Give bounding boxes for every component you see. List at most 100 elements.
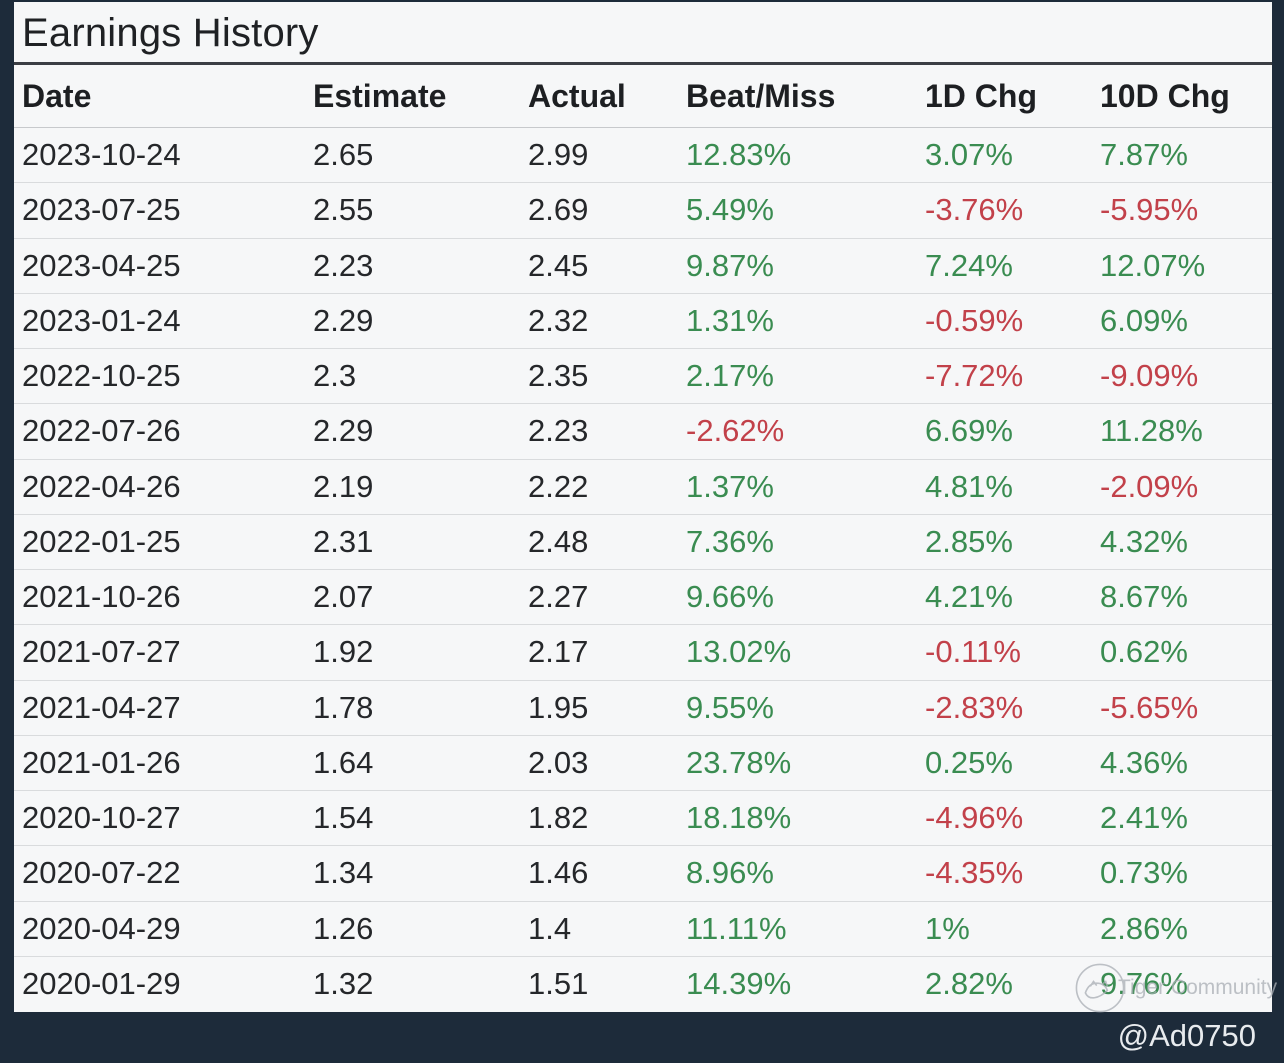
cell-date: 2023-10-24 xyxy=(22,137,181,173)
table-row: 2022-04-26 2.19 2.22 1.37% 4.81% -2.09% xyxy=(14,460,1272,515)
cell-1d-chg: -0.59% xyxy=(925,302,1024,338)
cell-estimate: 2.65 xyxy=(313,137,374,173)
cell-date: 2023-04-25 xyxy=(22,247,181,283)
table-row: 2023-10-24 2.65 2.99 12.83% 3.07% 7.87% xyxy=(14,128,1272,184)
cell-10d-chg: 11.28% xyxy=(1100,413,1203,449)
credit-handle: @Ad0750 xyxy=(1117,1018,1256,1053)
column-header-beat-miss: Beat/Miss xyxy=(686,77,836,114)
cell-beat-miss: 11.11% xyxy=(686,910,787,946)
cell-date: 2023-07-25 xyxy=(22,192,181,228)
cell-10d-chg: 8.67% xyxy=(1100,579,1188,615)
cell-beat-miss: 9.66% xyxy=(686,579,774,615)
cell-1d-chg: -0.11% xyxy=(925,634,1021,670)
table-header-row: Date Estimate Actual Beat/Miss 1D Chg 10… xyxy=(14,65,1272,128)
title-divider xyxy=(14,62,1272,65)
cell-actual: 2.17 xyxy=(528,634,589,670)
cell-actual: 2.22 xyxy=(528,468,589,504)
cell-10d-chg: 4.32% xyxy=(1100,523,1188,559)
cell-date: 2021-07-27 xyxy=(22,634,181,670)
cell-10d-chg: 0.73% xyxy=(1100,855,1188,891)
cell-1d-chg: 0.25% xyxy=(925,744,1013,780)
cell-estimate: 1.26 xyxy=(313,910,374,946)
table-row: 2022-01-25 2.31 2.48 7.36% 2.85% 4.32% xyxy=(14,515,1272,570)
cell-beat-miss: 9.87% xyxy=(686,247,774,283)
cell-estimate: 2.29 xyxy=(313,413,374,449)
cell-10d-chg: -5.65% xyxy=(1100,689,1199,725)
cell-date: 2023-01-24 xyxy=(22,302,181,338)
cell-estimate: 1.64 xyxy=(313,744,374,780)
cell-1d-chg: 7.24% xyxy=(925,247,1013,283)
cell-actual: 1.4 xyxy=(528,910,572,946)
cell-1d-chg: 2.82% xyxy=(925,966,1013,1002)
table-row: 2021-07-27 1.92 2.17 13.02% -0.11% 0.62% xyxy=(14,625,1272,681)
cell-beat-miss: 7.36% xyxy=(686,523,774,559)
cell-1d-chg: 4.21% xyxy=(925,579,1013,615)
cell-date: 2022-10-25 xyxy=(22,358,181,394)
cell-actual: 2.27 xyxy=(528,579,589,615)
cell-actual: 2.23 xyxy=(528,413,589,449)
table-row: 2021-04-27 1.78 1.95 9.55% -2.83% -5.65% xyxy=(14,681,1272,736)
table-row: 2020-10-27 1.54 1.82 18.18% -4.96% 2.41% xyxy=(14,791,1272,847)
table-body: 2023-10-24 2.65 2.99 12.83% 3.07% 7.87% … xyxy=(14,128,1272,1012)
table-row: 2020-01-29 1.32 1.51 14.39% 2.82% 9.76% xyxy=(14,957,1272,1012)
cell-actual: 2.03 xyxy=(528,744,589,780)
cell-beat-miss: 2.17% xyxy=(686,358,774,394)
cell-beat-miss: 1.31% xyxy=(686,302,774,338)
cell-estimate: 2.31 xyxy=(313,523,374,559)
cell-10d-chg: -5.95% xyxy=(1100,192,1199,228)
column-header-estimate: Estimate xyxy=(313,77,447,114)
cell-date: 2021-10-26 xyxy=(22,579,181,615)
cell-beat-miss: 8.96% xyxy=(686,855,774,891)
cell-date: 2022-01-25 xyxy=(22,523,181,559)
column-header-date: Date xyxy=(22,77,92,114)
cell-date: 2020-07-22 xyxy=(22,855,181,891)
cell-date: 2021-01-26 xyxy=(22,744,181,780)
cell-estimate: 1.32 xyxy=(313,966,374,1002)
cell-1d-chg: 6.69% xyxy=(925,413,1013,449)
cell-estimate: 1.54 xyxy=(313,800,374,836)
cell-date: 2022-04-26 xyxy=(22,468,181,504)
cell-1d-chg: -2.83% xyxy=(925,689,1024,725)
cell-estimate: 2.07 xyxy=(313,579,374,615)
cell-beat-miss: 14.39% xyxy=(686,966,792,1002)
cell-actual: 1.82 xyxy=(528,800,589,836)
column-header-1d-chg: 1D Chg xyxy=(925,77,1037,114)
cell-actual: 2.69 xyxy=(528,192,589,228)
cell-estimate: 1.34 xyxy=(313,855,374,891)
cell-10d-chg: 2.41% xyxy=(1100,800,1188,836)
cell-1d-chg: -7.72% xyxy=(925,358,1024,394)
cell-10d-chg: -2.09% xyxy=(1100,468,1199,504)
cell-beat-miss: 1.37% xyxy=(686,468,774,504)
cell-10d-chg: 12.07% xyxy=(1100,247,1206,283)
cell-actual: 2.48 xyxy=(528,523,589,559)
cell-1d-chg: 2.85% xyxy=(925,523,1013,559)
cell-1d-chg: 1% xyxy=(925,910,970,946)
cell-10d-chg: 6.09% xyxy=(1100,302,1188,338)
column-header-10d-chg: 10D Chg xyxy=(1100,77,1230,114)
cell-actual: 1.95 xyxy=(528,689,589,725)
cell-actual: 2.99 xyxy=(528,137,589,173)
cell-1d-chg: 3.07% xyxy=(925,137,1013,173)
cell-10d-chg: 0.62% xyxy=(1100,634,1188,670)
cell-beat-miss: 13.02% xyxy=(686,634,792,670)
cell-date: 2020-10-27 xyxy=(22,800,181,836)
table-row: 2022-07-26 2.29 2.23 -2.62% 6.69% 11.28% xyxy=(14,404,1272,460)
cell-estimate: 1.92 xyxy=(313,634,374,670)
cell-actual: 1.51 xyxy=(528,966,589,1002)
cell-10d-chg: -9.09% xyxy=(1100,358,1199,394)
page-title: Earnings History xyxy=(22,11,319,55)
cell-1d-chg: -3.76% xyxy=(925,192,1024,228)
table-row: 2020-04-29 1.26 1.4 11.11% 1% 2.86% xyxy=(14,902,1272,957)
cell-beat-miss: 9.55% xyxy=(686,689,774,725)
cell-date: 2022-07-26 xyxy=(22,413,181,449)
cell-1d-chg: 4.81% xyxy=(925,468,1013,504)
cell-10d-chg: 2.86% xyxy=(1100,910,1188,946)
cell-beat-miss: 5.49% xyxy=(686,192,774,228)
cell-beat-miss: 12.83% xyxy=(686,137,792,173)
cell-10d-chg: 7.87% xyxy=(1100,137,1188,173)
cell-beat-miss: 18.18% xyxy=(686,800,792,836)
cell-estimate: 2.23 xyxy=(313,247,374,283)
cell-date: 2020-01-29 xyxy=(22,966,181,1002)
table-row: 2023-01-24 2.29 2.32 1.31% -0.59% 6.09% xyxy=(14,294,1272,349)
